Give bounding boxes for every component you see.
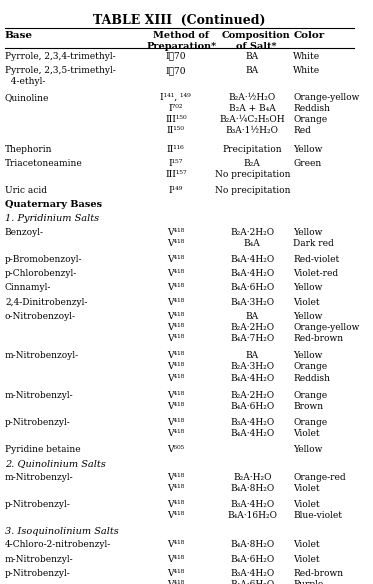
Text: Orange
Brown: Orange Brown [293,391,327,411]
Text: V⁴¹⁸
V⁴¹⁸: V⁴¹⁸ V⁴¹⁸ [167,228,184,248]
Text: Orange-red
Violet: Orange-red Violet [293,473,346,493]
Text: Orange-yellow
Reddish
Orange
Red: Orange-yellow Reddish Orange Red [293,93,360,135]
Text: m-Nitrobenzyl-: m-Nitrobenzyl- [5,555,73,564]
Text: p-Nitrobenzyl-: p-Nitrobenzyl- [5,500,71,509]
Text: 2. Quinolinium Salts: 2. Quinolinium Salts [5,459,106,468]
Text: Violet: Violet [293,298,320,307]
Text: B₃A·4H₂O
B₄A·6H₂O: B₃A·4H₂O B₄A·6H₂O [230,569,275,584]
Text: p-Nitrobenzyl-: p-Nitrobenzyl- [5,418,71,427]
Text: B₂A·2H₂O
B₄A: B₂A·2H₂O B₄A [230,228,275,248]
Text: Pyrrole, 2,3,4-trimethyl-: Pyrrole, 2,3,4-trimethyl- [5,52,116,61]
Text: Green: Green [293,159,322,179]
Text: Iᶐ70: Iᶐ70 [166,52,186,61]
Text: Violet: Violet [293,555,320,564]
Text: V⁴¹⁸: V⁴¹⁸ [167,555,184,564]
Text: Red-violet: Red-violet [293,255,339,264]
Text: Quinoline: Quinoline [5,93,49,102]
Text: Violet
Blue-violet: Violet Blue-violet [293,500,342,520]
Text: Benzoyl-: Benzoyl- [5,228,44,237]
Text: Yellow
Orange-yellow
Red-brown: Yellow Orange-yellow Red-brown [293,312,360,343]
Text: V⁴¹⁸: V⁴¹⁸ [167,540,184,550]
Text: p-Bromobenzoyl-: p-Bromobenzoyl- [5,255,82,264]
Text: Composition
of Salt*: Composition of Salt* [222,31,290,51]
Text: p-Nitrobenzyl-: p-Nitrobenzyl- [5,569,71,578]
Text: V⁴¹⁸: V⁴¹⁸ [167,298,184,307]
Text: p-Chlorobenzyl-: p-Chlorobenzyl- [5,269,77,278]
Text: V⁴¹⁸
V⁴¹⁸
V⁴¹⁸: V⁴¹⁸ V⁴¹⁸ V⁴¹⁸ [167,352,184,383]
Text: V⁴¹⁸
V⁴¹⁸: V⁴¹⁸ V⁴¹⁸ [167,569,184,584]
Text: Iᶐ70: Iᶐ70 [166,66,186,75]
Text: 3. Isoquinolinium Salts: 3. Isoquinolinium Salts [5,527,119,536]
Text: Yellow: Yellow [293,283,323,293]
Text: V⁴¹⁸
V⁴¹⁸: V⁴¹⁸ V⁴¹⁸ [167,473,184,493]
Text: B₂A·2H₂O
B₄A·6H₂O: B₂A·2H₂O B₄A·6H₂O [230,391,275,411]
Text: I¹⁴⁹: I¹⁴⁹ [169,186,183,195]
Text: Cinnamyl-: Cinnamyl- [5,283,51,293]
Text: Quaternary Bases: Quaternary Bases [5,200,102,210]
Text: m-Nitrobenzyl-: m-Nitrobenzyl- [5,391,73,400]
Text: V⁴¹⁸
V⁴¹⁸: V⁴¹⁸ V⁴¹⁸ [167,500,184,520]
Text: 4-Chloro-2-nitrobenzyl-: 4-Chloro-2-nitrobenzyl- [5,540,111,550]
Text: BA: BA [246,66,259,75]
Text: B₃A·4H₂O
B₄A·4H₂O: B₃A·4H₂O B₄A·4H₂O [230,418,275,438]
Text: V⁴¹⁸
V⁴¹⁸: V⁴¹⁸ V⁴¹⁸ [167,391,184,411]
Text: TABLE XIII  (Continued): TABLE XIII (Continued) [93,13,266,27]
Text: Base: Base [5,31,33,40]
Text: B₄A·6H₂O: B₄A·6H₂O [230,283,275,293]
Text: B₂A·H₂O
B₄A·8H₂O: B₂A·H₂O B₄A·8H₂O [230,473,275,493]
Text: BA
B₂A·3H₂O
B₄A·4H₂O: BA B₂A·3H₂O B₄A·4H₂O [230,352,275,383]
Text: II¹¹⁶: II¹¹⁶ [167,145,185,154]
Text: Precipitation: Precipitation [222,145,282,154]
Text: Triacetoneamine: Triacetoneamine [5,159,83,168]
Text: Violet: Violet [293,540,320,550]
Text: I¹⁵⁷
III¹⁵⁷: I¹⁵⁷ III¹⁵⁷ [165,159,186,179]
Text: V⁴¹⁸: V⁴¹⁸ [167,283,184,293]
Text: No precipitation: No precipitation [214,186,290,195]
Text: Yellow
Dark red: Yellow Dark red [293,228,334,248]
Text: BA
B₂A·2H₂O
B₄A·7H₂O: BA B₂A·2H₂O B₄A·7H₂O [230,312,275,343]
Text: B₄A·8H₂O: B₄A·8H₂O [230,540,275,550]
Text: Method of
Preparation*: Method of Preparation* [146,31,216,51]
Text: BA: BA [246,52,259,61]
Text: Violet-red: Violet-red [293,269,338,278]
Text: Uric acid: Uric acid [5,186,47,195]
Text: V⁴¹⁸: V⁴¹⁸ [167,255,184,264]
Text: 2,4-Dinitrobenzyl-: 2,4-Dinitrobenzyl- [5,298,87,307]
Text: B₂A
No precipitation: B₂A No precipitation [214,159,290,179]
Text: V⁴¹⁸
V⁴¹⁸: V⁴¹⁸ V⁴¹⁸ [167,418,184,438]
Text: o-Nitrobenzoyl-: o-Nitrobenzoyl- [5,312,76,321]
Text: Red-brown
Purple: Red-brown Purple [293,569,343,584]
Text: I¹⁴¹, ¹⁴⁹
I⁷⁰²
III¹⁵⁰
II¹⁵⁰: I¹⁴¹, ¹⁴⁹ I⁷⁰² III¹⁵⁰ II¹⁵⁰ [160,93,191,135]
Text: m-Nitrobenzoyl-: m-Nitrobenzoyl- [5,352,79,360]
Text: Pyridine betaine: Pyridine betaine [5,445,81,454]
Text: B₄A·4H₂O: B₄A·4H₂O [230,269,275,278]
Text: Orange
Violet: Orange Violet [293,418,327,438]
Text: Yellow
Orange
Reddish: Yellow Orange Reddish [293,352,330,383]
Text: Yellow: Yellow [293,445,323,454]
Text: White: White [293,66,320,75]
Text: 1. Pyridinium Salts: 1. Pyridinium Salts [5,214,99,223]
Text: B₂A·½H₂O
B₂A + B₄A
B₂A·¼C₂H₅OH
B₃A·1½H₂O: B₂A·½H₂O B₂A + B₄A B₂A·¼C₂H₅OH B₃A·1½H₂O [219,93,285,135]
Text: Pyrrole, 2,3,5-trimethyl-
  4-ethyl-: Pyrrole, 2,3,5-trimethyl- 4-ethyl- [5,66,116,86]
Text: B₄A·4H₂O: B₄A·4H₂O [230,255,275,264]
Text: V⁶⁰⁵: V⁶⁰⁵ [167,445,184,454]
Text: B₄A·3H₂O: B₄A·3H₂O [230,298,275,307]
Text: B₄A·6H₂O: B₄A·6H₂O [230,555,275,564]
Text: Color: Color [293,31,325,40]
Text: V⁴¹⁸: V⁴¹⁸ [167,269,184,278]
Text: m-Nitrobenzyl-: m-Nitrobenzyl- [5,473,73,482]
Text: Thephorin: Thephorin [5,145,53,154]
Text: B₃A·4H₂O
B₄A·16H₂O: B₃A·4H₂O B₄A·16H₂O [227,500,277,520]
Text: Yellow: Yellow [293,145,323,154]
Text: White: White [293,52,320,61]
Text: V⁴¹⁸
V⁴¹⁸
V⁴¹⁸: V⁴¹⁸ V⁴¹⁸ V⁴¹⁸ [167,312,184,343]
